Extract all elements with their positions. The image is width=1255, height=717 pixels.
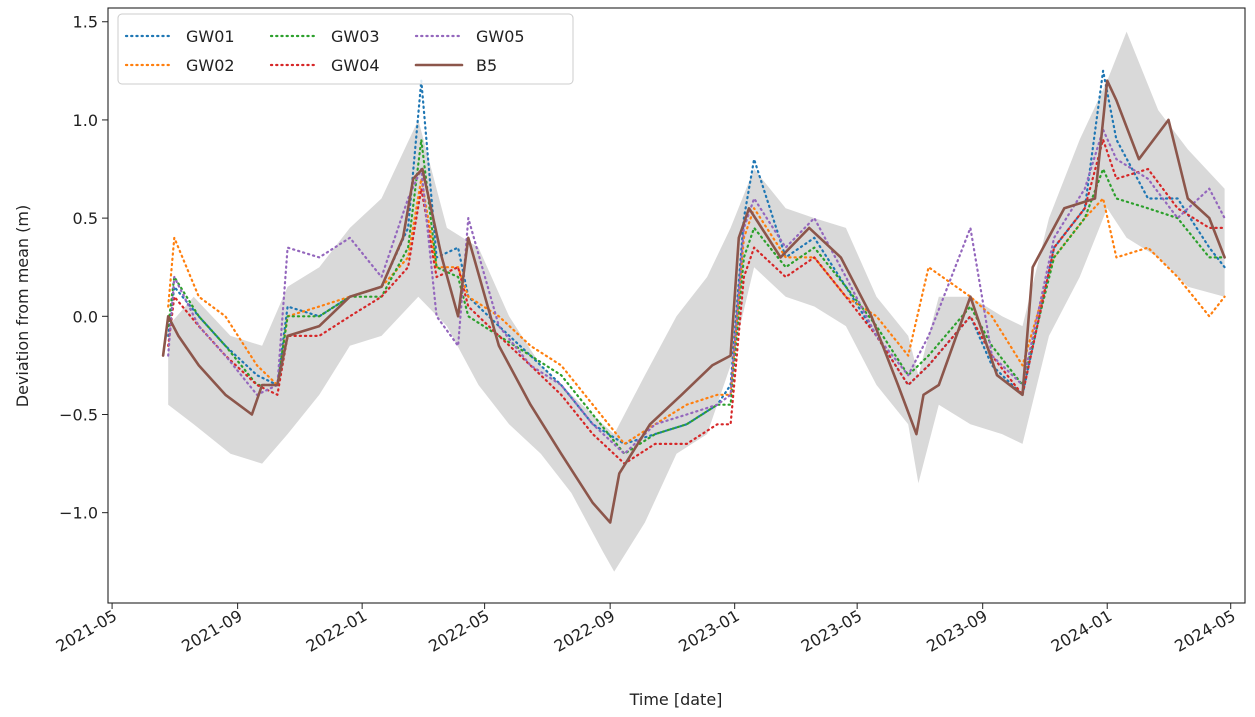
y-axis-label: Deviation from mean (m) — [13, 205, 32, 407]
series-line-gw03 — [167, 138, 1226, 455]
y-tick-label: −1.0 — [59, 504, 98, 523]
series-line-b5 — [161, 79, 1226, 524]
legend-label-gw02: GW02 — [186, 56, 235, 75]
legend-label-b5: B5 — [476, 56, 497, 75]
y-axis: −1.0 −0.5 0.0 0.5 1.0 1.5 — [59, 13, 108, 523]
plot-area — [161, 31, 1226, 572]
y-tick-label: 0.0 — [73, 307, 98, 326]
series-line-gw05 — [167, 128, 1226, 455]
series-line-gw04 — [167, 138, 1226, 465]
plot-frame — [107, 7, 1246, 604]
y-tick-label: 0.5 — [73, 209, 98, 228]
legend: GW01 GW02 GW03 GW04 GW05 B5 — [117, 13, 574, 85]
x-axis-label: Time [date] — [629, 690, 723, 709]
legend-label-gw05: GW05 — [476, 27, 525, 46]
y-tick-label: −0.5 — [59, 405, 98, 424]
uncertainty-band — [168, 31, 1225, 572]
legend-box — [117, 13, 574, 85]
y-tick-label: 1.0 — [73, 111, 98, 130]
y-tick-label: 1.5 — [73, 13, 98, 32]
legend-label-gw04: GW04 — [331, 56, 380, 75]
legend-label-gw01: GW01 — [186, 27, 235, 46]
legend-label-gw03: GW03 — [331, 27, 380, 46]
